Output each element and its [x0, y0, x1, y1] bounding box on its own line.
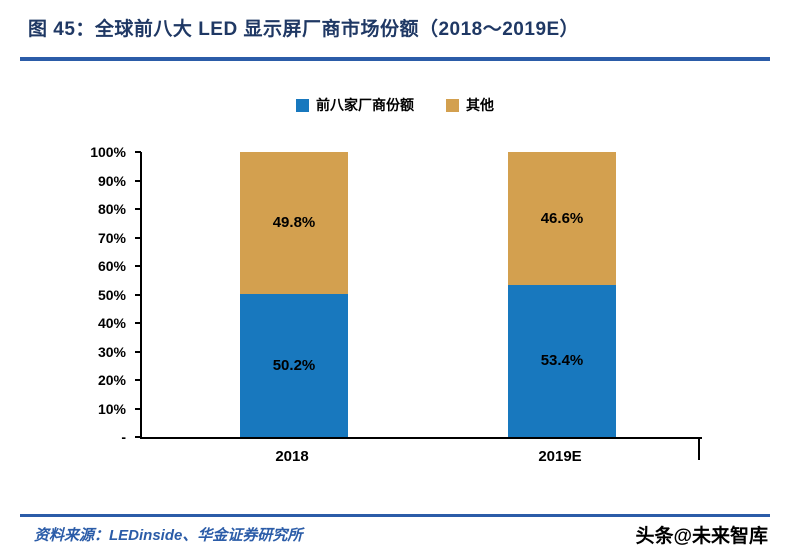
segment-share-2018: 50.2%: [240, 293, 348, 437]
legend-label-other: 其他: [466, 97, 494, 113]
data-label-other-2019e: 46.6%: [540, 209, 584, 227]
y-tick-mark: [135, 436, 141, 438]
y-tick-mark: [135, 208, 141, 210]
x-axis-end-tick: [698, 438, 700, 460]
footer-divider: [20, 514, 770, 517]
y-tick-label: 60%: [97, 258, 126, 274]
y-tick-label: 70%: [97, 229, 126, 246]
y-tick-mark: [135, 179, 141, 182]
y-tick-label: 50%: [97, 286, 126, 303]
y-tick-label: 10%: [97, 400, 126, 417]
page-title: 图 45：全球前八大 LED 显示屏厂商市场份额（2018～2019E）: [28, 19, 580, 40]
data-label-share-2018: 50.2%: [272, 356, 316, 374]
data-label-other-2018: 49.8%: [272, 214, 316, 232]
legend-label-share: 前八家厂商份额: [316, 97, 414, 113]
y-tick-label: 40%: [97, 315, 126, 331]
title-divider: [20, 57, 770, 61]
plot-area: 49.8% 50.2% 46.6% 53.4%: [135, 151, 702, 439]
segment-share-2019e: 53.4%: [508, 284, 616, 437]
y-tick-mark: [135, 236, 141, 239]
segment-other-2018: 49.8%: [240, 152, 348, 294]
legend-item-share: 前八家厂商份额: [296, 95, 414, 115]
y-axis-ticks: 100% 90% 80% 70% 60% 50% 40% 30% 20% 10% -: [58, 144, 132, 445]
x-axis-label-2018: 2018: [275, 448, 309, 465]
y-tick-mark: [135, 322, 141, 324]
legend-swatch-blue: [296, 98, 309, 112]
y-tick-mark: [135, 407, 141, 410]
y-tick-mark: [135, 350, 141, 353]
legend-swatch-tan: [446, 98, 459, 112]
y-tick-label: -: [121, 429, 126, 445]
data-label-share-2019e: 53.4%: [540, 352, 584, 370]
bar-group-2019e: 46.6% 53.4%: [508, 152, 616, 437]
y-tick-label: 30%: [97, 343, 126, 360]
y-tick-label: 90%: [97, 172, 126, 189]
chart-legend: 前八家厂商份额 其他: [0, 95, 790, 115]
watermark-text: 头条@未来智库: [635, 526, 768, 547]
x-axis-label-2019e: 2019E: [538, 448, 582, 465]
y-tick-label: 80%: [97, 201, 126, 217]
y-tick-label: 100%: [90, 144, 126, 160]
legend-item-other: 其他: [446, 95, 494, 115]
source-text: 资料来源：LEDinside、华金证券研究所: [34, 527, 303, 544]
segment-other-2019e: 46.6%: [508, 152, 616, 285]
y-tick-mark: [135, 151, 141, 153]
y-tick-mark: [135, 293, 141, 296]
y-tick-mark: [135, 379, 141, 381]
y-tick-mark: [135, 265, 141, 267]
bar-group-2018: 49.8% 50.2%: [240, 152, 348, 437]
y-tick-label: 20%: [97, 372, 126, 388]
